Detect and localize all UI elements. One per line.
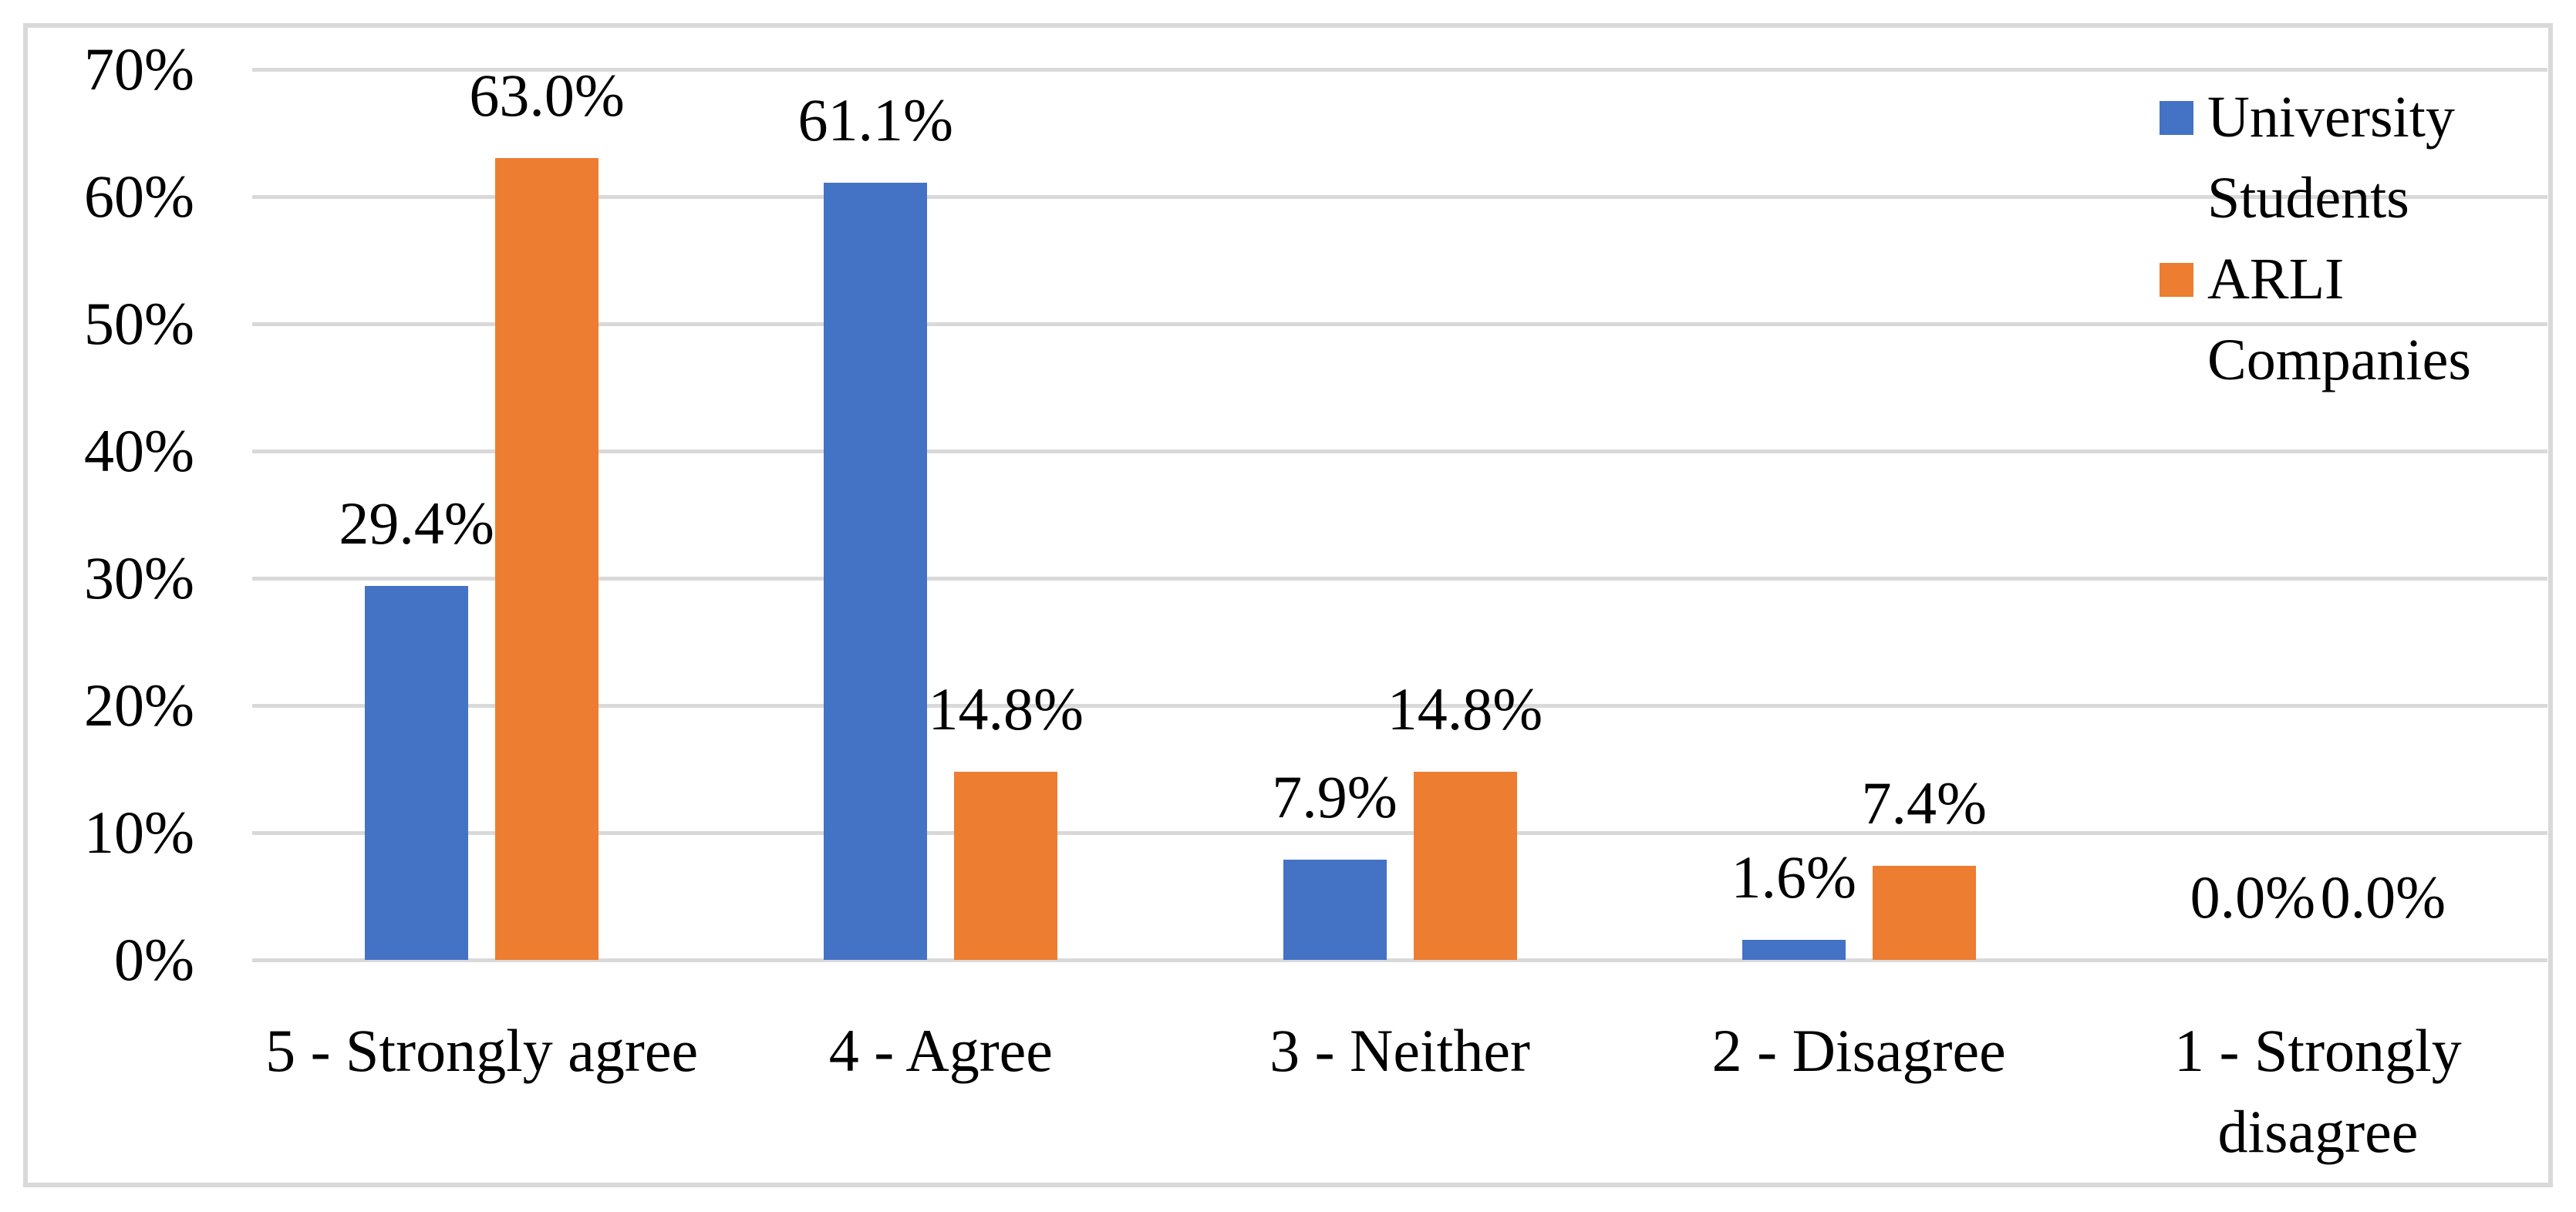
- category-axis-label: 4 - Agree: [828, 1017, 1053, 1084]
- legend-entry-arli-companies: ARLI Companies: [2160, 239, 2530, 401]
- data-label: 14.8%: [1387, 675, 1543, 742]
- category-axis-label: 5 - Strongly agree: [265, 1017, 699, 1084]
- y-axis-tick-label: 70%: [84, 35, 194, 103]
- bar-arli-companies: [954, 772, 1058, 960]
- y-axis-tick-label: 20%: [84, 672, 194, 739]
- bar-arli-companies: [1872, 866, 1976, 960]
- bar-university-students: [1283, 860, 1387, 960]
- bar-arli-companies: [1413, 772, 1517, 960]
- y-axis-tick-label: 40%: [84, 417, 194, 484]
- chart-border: [23, 23, 2553, 1187]
- data-label: 14.8%: [928, 675, 1084, 742]
- bar-university-students: [365, 586, 469, 960]
- gridline: [252, 577, 2547, 581]
- y-axis-tick-label: 30%: [84, 544, 194, 611]
- gridline: [252, 195, 2547, 199]
- data-label: 1.6%: [1731, 843, 1856, 911]
- category-axis-label: 2 - Disagree: [1711, 1017, 2006, 1084]
- data-label: 63.0%: [469, 62, 625, 129]
- bar-arli-companies: [495, 158, 599, 960]
- legend-swatch-arli-companies: [2160, 263, 2193, 297]
- category-axis-label: 1 - Strongly disagree: [2174, 1017, 2462, 1165]
- data-label: 61.1%: [797, 86, 954, 153]
- y-axis-tick-label: 0%: [114, 926, 194, 993]
- gridline: [252, 449, 2547, 453]
- data-label: 0.0%: [2320, 864, 2446, 931]
- legend-swatch-university-students: [2160, 101, 2193, 135]
- y-axis-tick-label: 60%: [84, 163, 194, 230]
- gridline: [252, 704, 2547, 708]
- data-label: 7.9%: [1272, 763, 1398, 830]
- category-axis-label: 3 - Neither: [1269, 1017, 1530, 1084]
- data-label: 29.4%: [339, 490, 494, 557]
- data-label: 7.4%: [1861, 769, 1987, 837]
- bar-university-students: [1741, 940, 1846, 960]
- gridline: [252, 958, 2547, 962]
- gridline: [252, 831, 2547, 835]
- legend-label-university-students: University Students: [2207, 85, 2455, 231]
- y-axis-tick-label: 10%: [84, 799, 194, 866]
- gridline: [252, 68, 2547, 72]
- chart-legend: University Students ARLI Companies: [2160, 77, 2530, 401]
- legend-label-arli-companies: ARLI Companies: [2207, 247, 2471, 392]
- y-axis-tick-label: 50%: [84, 290, 194, 357]
- bar-university-students: [824, 183, 928, 960]
- data-label: 0.0%: [2190, 864, 2316, 931]
- legend-entry-university-students: University Students: [2160, 77, 2530, 239]
- gridline: [252, 322, 2547, 326]
